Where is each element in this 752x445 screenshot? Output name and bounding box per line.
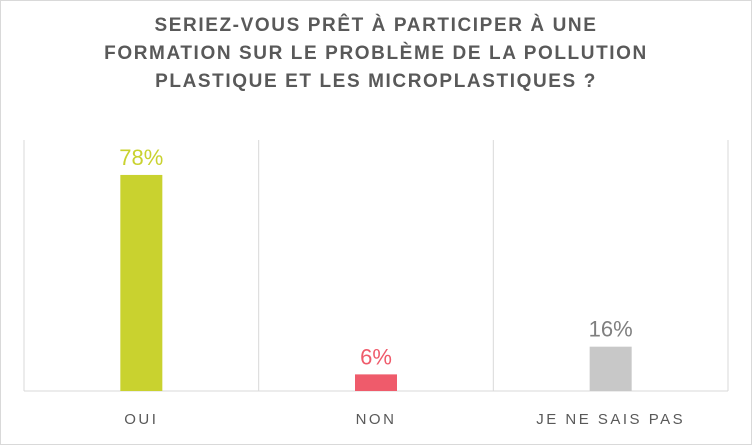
data-label: 6%	[360, 344, 392, 369]
x-tick-label: JE NE SAIS PAS	[536, 411, 685, 428]
bar-oui	[120, 174, 163, 391]
chart-title: SERIEZ-VOUS PRÊT À PARTICIPER À UNE FORM…	[0, 12, 752, 96]
bar-je-ne-sais-pas	[589, 346, 632, 391]
data-label: 78%	[119, 145, 163, 170]
x-tick-label: OUI	[124, 411, 158, 428]
data-label: 16%	[589, 317, 633, 342]
x-tick-label: NON	[356, 411, 397, 428]
chart-title-line-2: FORMATION SUR LE PROBLÈME DE LA POLLUTIO…	[104, 43, 648, 64]
chart-title-line-1: SERIEZ-VOUS PRÊT À PARTICIPER À UNE	[154, 15, 598, 36]
chart-title-line-3: PLASTIQUE ET LES MICROPLASTIQUES ?	[155, 71, 597, 92]
bar-non	[355, 374, 397, 391]
